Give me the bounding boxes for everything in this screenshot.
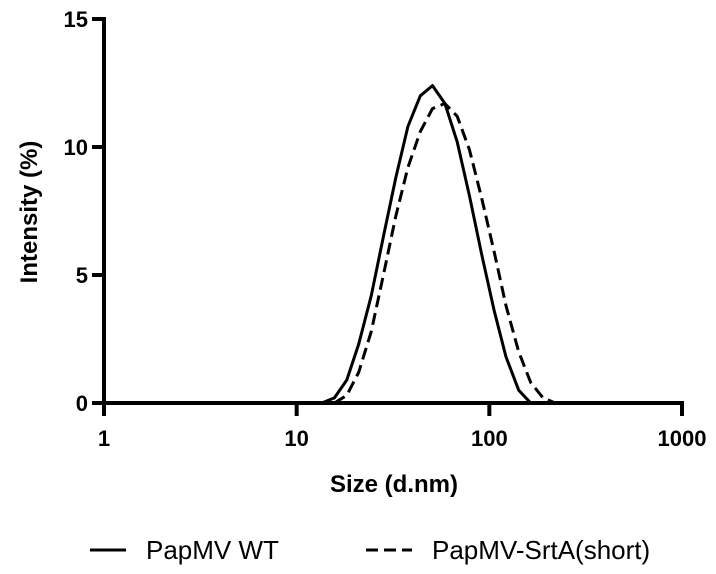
series-line-2 [333,102,568,405]
y-tick-label: 10 [64,135,88,160]
series-line-1 [321,84,543,405]
legend: PapMV WT PapMV-SrtA(short) [90,535,650,565]
legend-label-1: PapMV WT [146,535,279,565]
y-tick-label: 0 [76,391,88,416]
axes [102,17,684,405]
x-axis-title: Size (d.nm) [330,471,458,498]
ticks: 0 5 10 15 1 10 100 1000 [64,7,707,451]
y-tick-label: 15 [64,7,88,32]
y-axis-title: Intensity (%) [16,141,43,284]
y-tick-label: 5 [76,263,88,288]
x-tick-label: 1000 [658,426,707,451]
legend-label-2: PapMV-SrtA(short) [432,535,650,565]
x-tick-label: 10 [284,426,308,451]
x-tick-label: 100 [471,426,508,451]
x-tick-label: 1 [98,426,110,451]
plot-lines [321,84,568,405]
